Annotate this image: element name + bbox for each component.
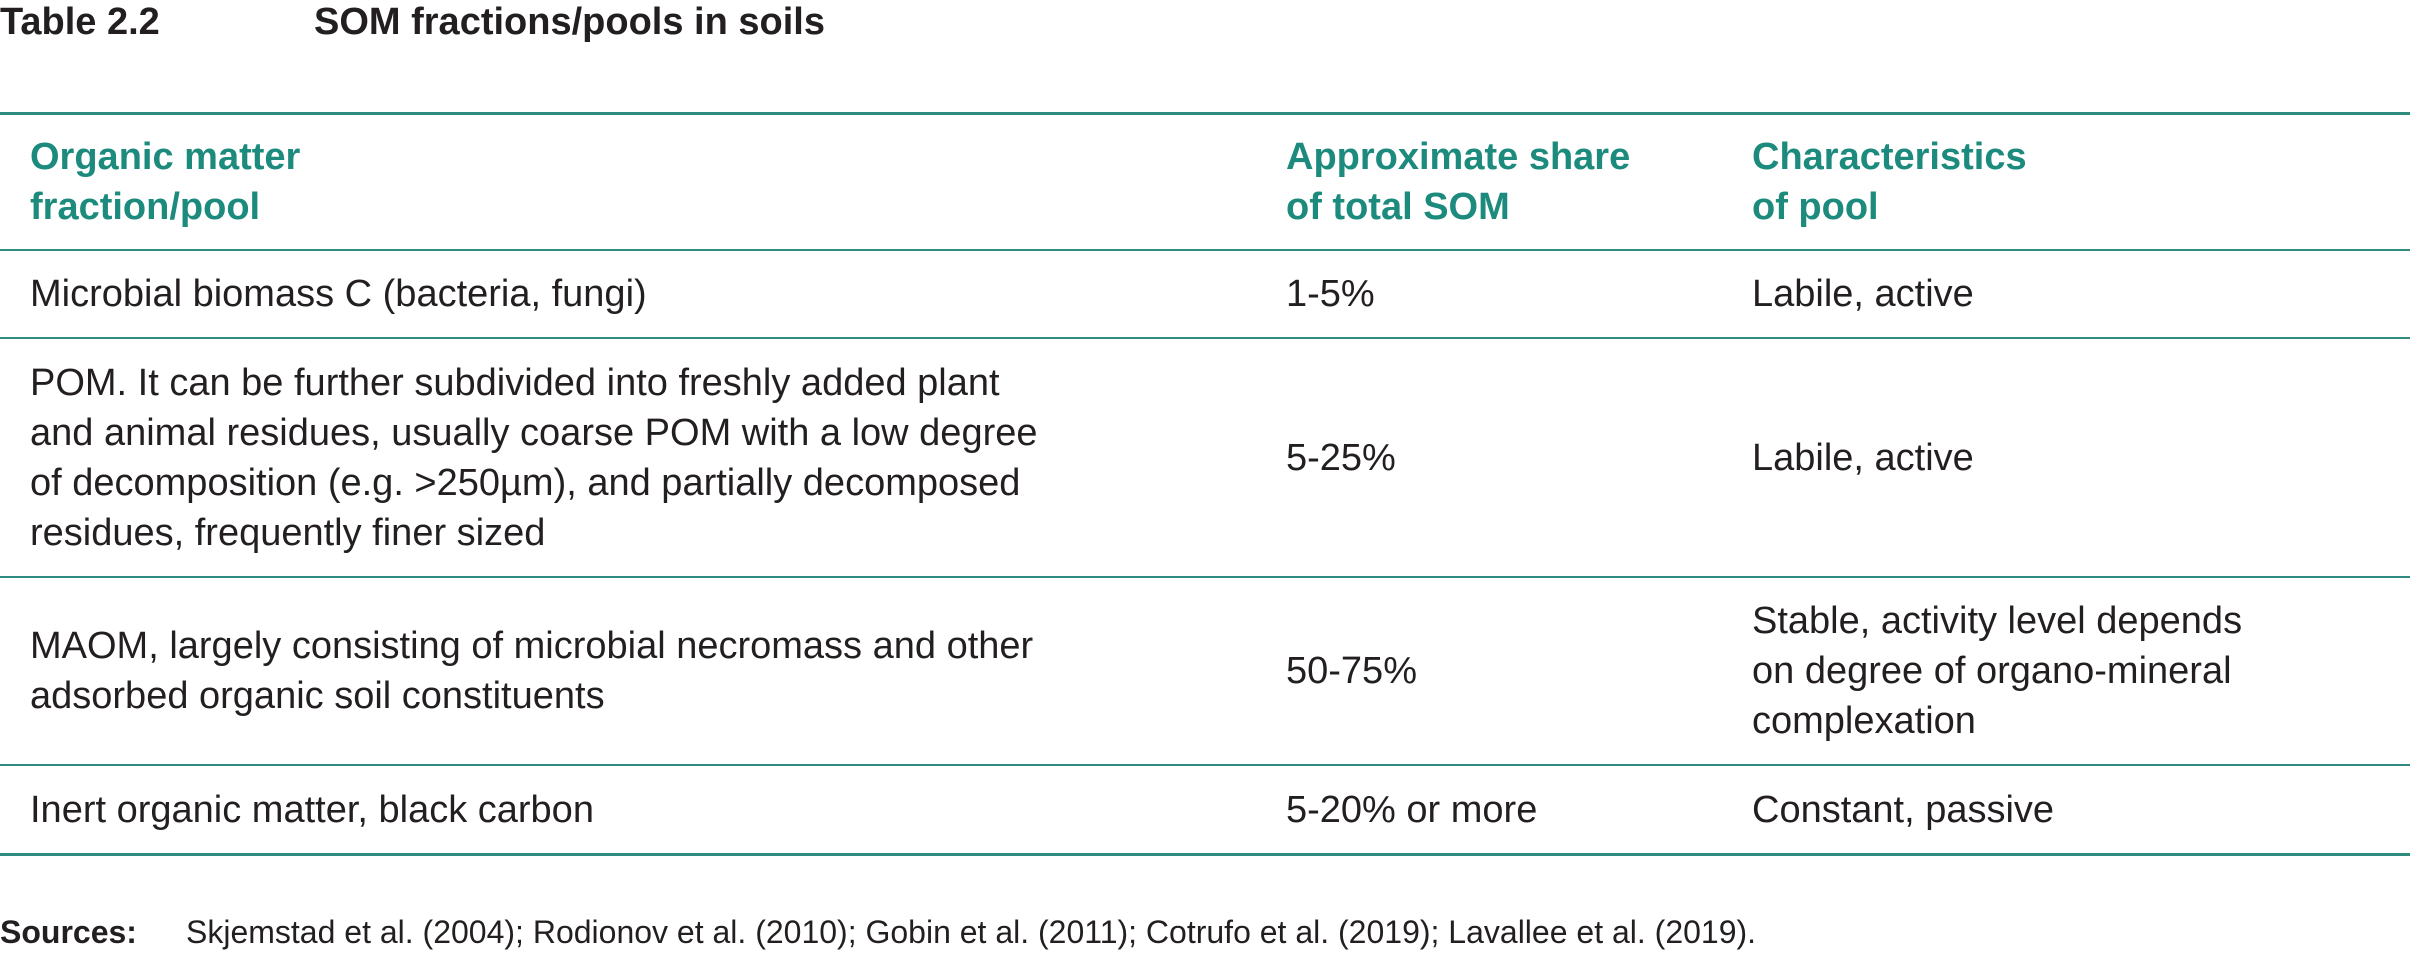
table-row: MAOM, largely consisting of microbial ne… xyxy=(0,578,2410,766)
cell-share: 5-20% or more xyxy=(1286,788,1538,831)
cell-characteristics: Labile, active xyxy=(1752,273,1974,315)
cell-fraction: Microbial biomass C (bacteria, fungi) xyxy=(30,273,647,315)
cell-characteristics: Stable, activity level depends on degree… xyxy=(1752,600,2243,742)
cell-share: 5-25% xyxy=(1286,436,1396,479)
cell-share: 1-5% xyxy=(1286,273,1375,315)
cell-characteristics: Constant, passive xyxy=(1752,788,2055,831)
table-row: Microbial biomass C (bacteria, fungi) 1-… xyxy=(0,251,2410,339)
cell-fraction: POM. It can be further subdivided into f… xyxy=(30,361,1038,554)
cell-share: 50-75% xyxy=(1286,650,1417,692)
som-fractions-table: Organic matter fraction/pool Approximate… xyxy=(0,112,2410,856)
header-fraction: Organic matter fraction/pool xyxy=(30,136,301,228)
table-row: POM. It can be further subdivided into f… xyxy=(0,339,2410,578)
cell-fraction: MAOM, largely consisting of microbial ne… xyxy=(30,625,1034,717)
table-row: Inert organic matter, black carbon 5-20%… xyxy=(0,766,2410,853)
header-characteristics: Characteristics of pool xyxy=(1752,136,2027,228)
sources-note: Sources: Skjemstad et al. (2004); Rodiono… xyxy=(0,912,1756,952)
table-title: SOM fractions/pools in soils xyxy=(314,1,825,43)
table-caption: Table 2.2 SOM fractions/pools in soils xyxy=(0,2,825,42)
table-header-row: Organic matter fraction/pool Approximate… xyxy=(0,115,2410,251)
sources-label: Sources: xyxy=(0,914,137,950)
table-number: Table 2.2 xyxy=(0,1,160,43)
cell-fraction: Inert organic matter, black carbon xyxy=(30,788,594,831)
header-share: Approximate share of total SOM xyxy=(1286,136,1631,228)
sources-text: Skjemstad et al. (2004); Rodionov et al.… xyxy=(186,914,1757,950)
cell-characteristics: Labile, active xyxy=(1752,436,1974,479)
